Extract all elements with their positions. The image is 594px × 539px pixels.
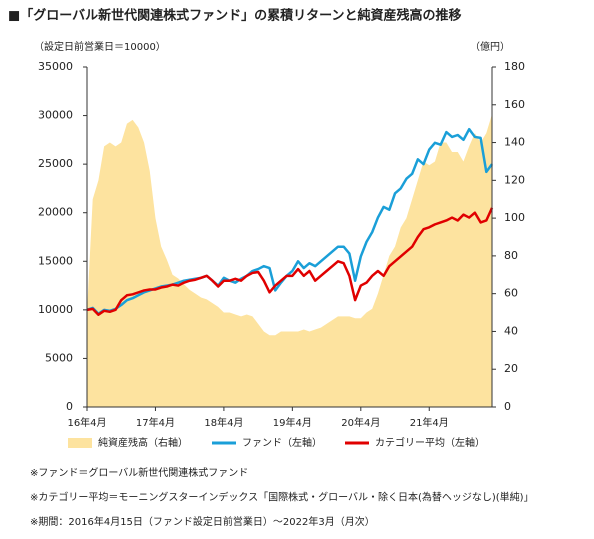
y-tick-label: 0 [66, 400, 73, 413]
y-tick-label: 10000 [38, 303, 73, 316]
chart-title: ■「グローバル新世代関連株式ファンド」の累積リターンと純資産残高の推移 [8, 8, 462, 24]
area [87, 114, 492, 407]
y-tick-label: 25000 [38, 157, 73, 170]
y2-tick-label: 140 [504, 136, 525, 149]
y2-tick-label: 20 [504, 362, 518, 375]
note: ※カテゴリー平均＝モーニングスターインデックス「国際株式・グローバル・除く日本(… [30, 491, 534, 504]
y-axis-label: （設定日前営業日＝10000） [34, 40, 166, 53]
x-tick-label: 19年4月 [273, 416, 312, 429]
legend-swatch [68, 438, 92, 448]
y2-tick-label: 160 [504, 98, 525, 111]
y2-axis-label: （億円） [470, 40, 510, 53]
y2-tick-label: 60 [504, 287, 518, 300]
x-tick-label: 20年4月 [341, 416, 380, 429]
note: ※ファンド＝グローバル新世代関連株式ファンド [30, 466, 248, 479]
x-tick-label: 17年4月 [136, 416, 175, 429]
y-tick-label: 35000 [38, 60, 73, 73]
x-tick-label: 21年4月 [410, 416, 449, 429]
note: ※期間：2016年4月15日（ファンド設定日前営業日）～2022年3月（月次） [30, 515, 375, 528]
x-tick-label: 16年4月 [67, 416, 106, 429]
y2-tick-label: 40 [504, 324, 518, 337]
y-tick-label: 15000 [38, 254, 73, 267]
y2-tick-label: 80 [504, 249, 518, 262]
x-tick-label: 18年4月 [204, 416, 243, 429]
y2-tick-label: 100 [504, 211, 525, 224]
legend-label: ファンド（左軸） [242, 436, 322, 449]
line [86, 207, 494, 316]
y2-tick-label: 180 [504, 60, 525, 73]
y-tick-label: 30000 [38, 109, 73, 122]
legend-label: カテゴリー平均（左軸） [375, 436, 485, 449]
y-tick-label: 20000 [38, 206, 73, 219]
y-tick-label: 5000 [45, 351, 73, 364]
y2-tick-label: 120 [504, 173, 525, 186]
y2-tick-label: 0 [504, 400, 511, 413]
legend-label: 純資産残高（右軸） [98, 436, 188, 449]
